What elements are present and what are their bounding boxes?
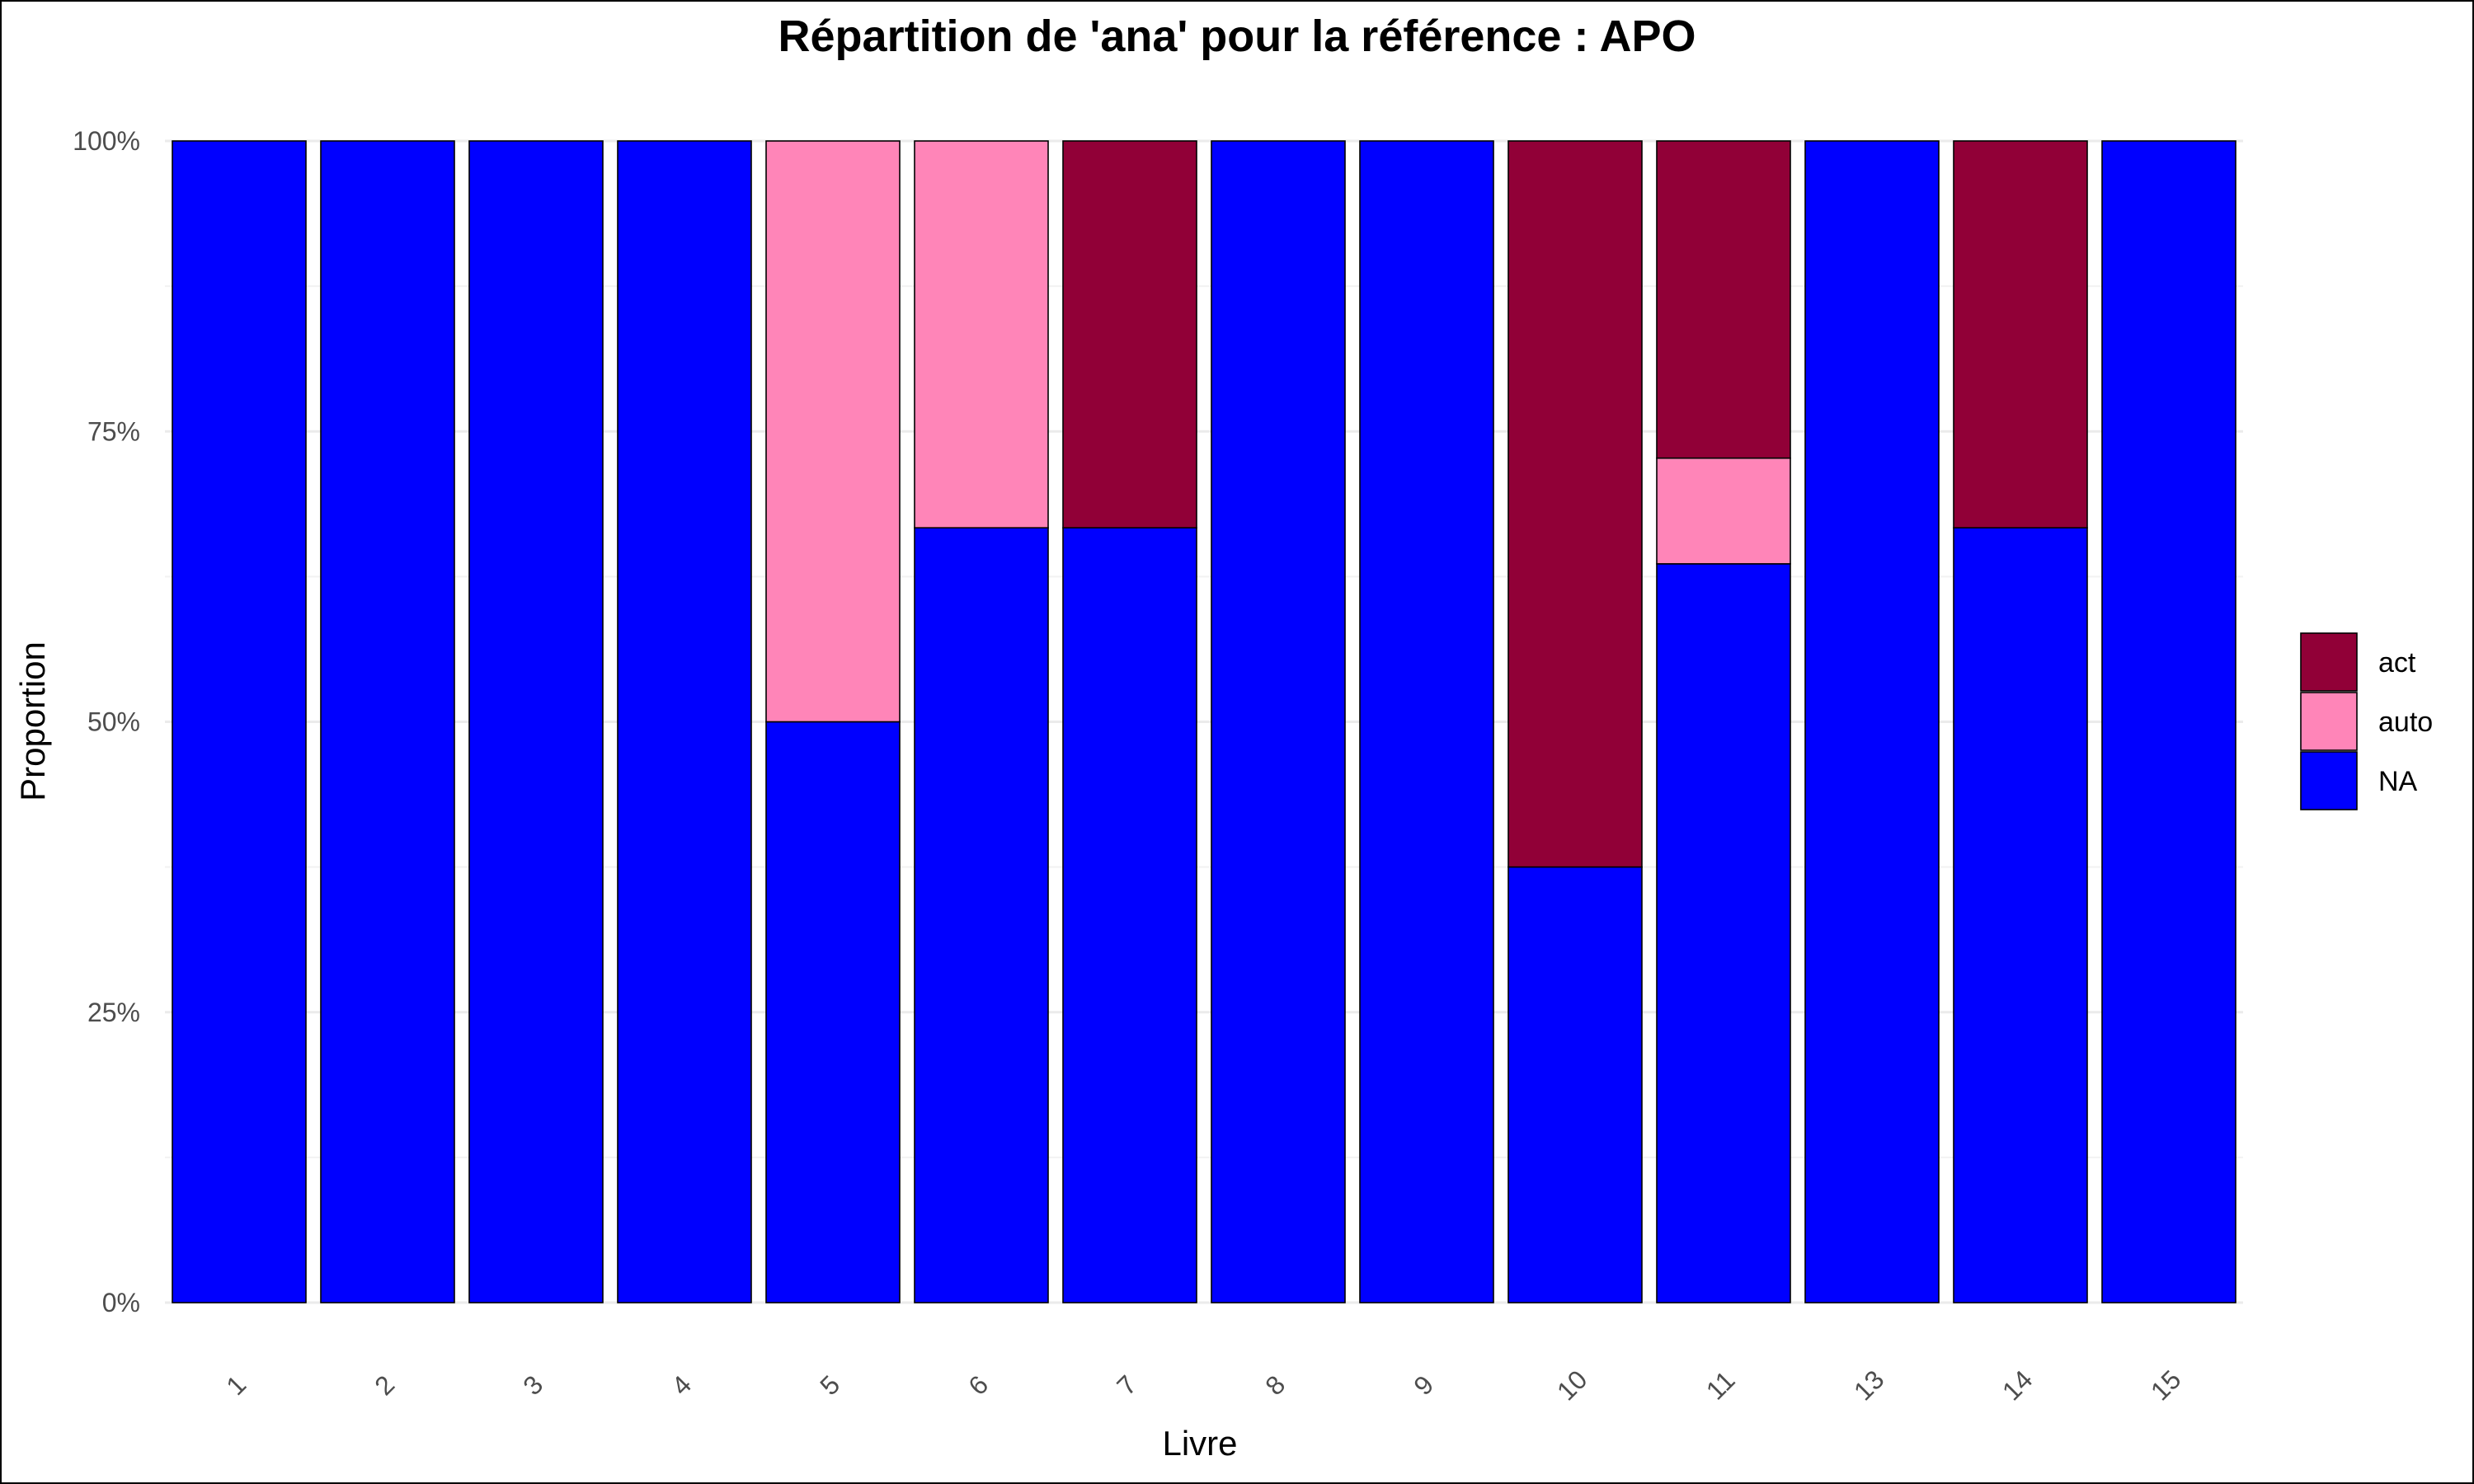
bar-segment-na-10 bbox=[1507, 866, 1643, 1303]
x-tick-label: 11 bbox=[1700, 1365, 1741, 1406]
x-tick-label: 8 bbox=[1259, 1369, 1291, 1401]
x-axis-ticks: 1 2 3 4 5 6 7 8 9 10 11 13 14 15 bbox=[220, 1364, 2186, 1407]
y-tick-label: 0% bbox=[102, 1288, 140, 1317]
y-tick-label: 100% bbox=[73, 126, 140, 156]
y-tick-label: 75% bbox=[87, 416, 140, 446]
bar-segment-na-6 bbox=[914, 527, 1049, 1303]
x-tick-label: 9 bbox=[1408, 1369, 1439, 1401]
bar-segment-auto-6 bbox=[914, 140, 1049, 528]
y-axis-ticks: 0% 25% 50% 75% 100% bbox=[73, 126, 140, 1317]
bar-segment-na-3 bbox=[468, 140, 604, 1303]
x-tick-label: 3 bbox=[517, 1369, 548, 1401]
bar-segment-act-14 bbox=[1953, 140, 2088, 528]
x-tick-label: 10 bbox=[1551, 1364, 1593, 1407]
x-tick-label: 14 bbox=[1997, 1364, 2039, 1407]
y-tick-label: 25% bbox=[87, 998, 140, 1027]
bar-segment-act-10 bbox=[1507, 140, 1643, 868]
x-tick-label: 5 bbox=[814, 1369, 845, 1401]
bars bbox=[172, 140, 2236, 1303]
bar-segment-na-7 bbox=[1062, 527, 1197, 1303]
bar-segment-na-9 bbox=[1359, 140, 1494, 1303]
bar-segment-na-8 bbox=[1211, 140, 1346, 1303]
bar-segment-auto-5 bbox=[765, 140, 901, 723]
y-tick-label: 50% bbox=[87, 707, 140, 737]
bar-segment-na-2 bbox=[320, 140, 455, 1303]
x-tick-label: 13 bbox=[1848, 1364, 1890, 1407]
x-tick-label: 15 bbox=[2145, 1364, 2187, 1407]
bar-segment-na-11 bbox=[1656, 563, 1791, 1303]
legend-key-auto bbox=[2300, 692, 2358, 751]
legend-label-act: act bbox=[2378, 647, 2416, 679]
bar-segment-act-11 bbox=[1656, 140, 1791, 459]
legend-key-act bbox=[2300, 632, 2358, 692]
bar-segment-na-15 bbox=[2101, 140, 2236, 1303]
bar-segment-na-5 bbox=[765, 721, 901, 1303]
x-tick-label: 7 bbox=[1111, 1369, 1142, 1401]
legend: act auto NA bbox=[2300, 632, 2433, 810]
bar-segment-act-7 bbox=[1062, 140, 1197, 528]
x-tick-label: 6 bbox=[962, 1369, 994, 1401]
bar-segment-auto-11 bbox=[1656, 457, 1791, 565]
x-tick-label: 1 bbox=[220, 1369, 252, 1401]
chart-title: Répartition de 'ana' pour la référence :… bbox=[778, 12, 1696, 61]
x-axis-title: Livre bbox=[1162, 1424, 1237, 1463]
bar-segment-na-13 bbox=[1804, 140, 1940, 1303]
bar-segment-na-4 bbox=[617, 140, 752, 1303]
legend-label-auto: auto bbox=[2378, 707, 2433, 738]
x-tick-label: 2 bbox=[369, 1369, 400, 1401]
legend-label-na: NA bbox=[2378, 766, 2418, 797]
y-axis-title: Proportion bbox=[13, 641, 52, 801]
bar-segment-na-14 bbox=[1953, 527, 2088, 1303]
legend-key-na bbox=[2300, 751, 2358, 810]
x-tick-label: 4 bbox=[666, 1369, 697, 1401]
bar-segment-na-1 bbox=[172, 140, 307, 1303]
